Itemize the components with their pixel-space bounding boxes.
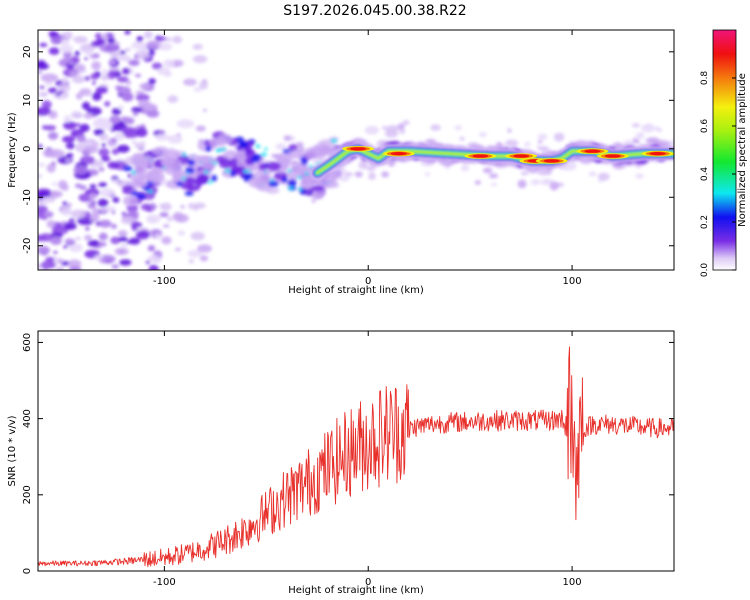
snr-ylabel: SNR (10 * v/v) bbox=[7, 415, 18, 486]
spectrogram-ylabel: Frequency (Hz) bbox=[7, 112, 18, 188]
colorbar-tick-label: 0.8 bbox=[700, 71, 710, 86]
ridge-peaks bbox=[342, 145, 674, 164]
colorbar-tick-label: 0.2 bbox=[700, 215, 710, 229]
spectral-peak bbox=[535, 158, 568, 164]
spectrogram-ytick-label: 20 bbox=[22, 45, 33, 58]
spectrogram-xtick-label: -100 bbox=[153, 276, 176, 287]
colorbar-tick-label: 0.0 bbox=[700, 263, 710, 278]
snr-panel: -100 0 100 0 200 400 600 Height of straight li… bbox=[7, 330, 675, 596]
snr-xtick-label: -100 bbox=[153, 577, 176, 588]
spectrogram-xlabel: Height of straight line (km) bbox=[288, 285, 424, 296]
spectrogram-frame bbox=[37, 29, 675, 271]
snr-ytick-label: 600 bbox=[22, 333, 33, 352]
snr-xlabel: Height of straight line (km) bbox=[288, 585, 424, 596]
spectrogram-ytick-label: 0 bbox=[22, 146, 33, 152]
colorbar-gradient bbox=[712, 29, 737, 271]
snr-frame bbox=[37, 330, 675, 572]
colorbar: 0.0 0.2 0.4 0.6 0.8 Normalized spectral ampl… bbox=[700, 29, 748, 278]
spectrogram-xtick-label: 0 bbox=[365, 276, 371, 287]
spectrogram-ytick-label: -10 bbox=[22, 189, 33, 205]
chart-title: S197.2026.045.00.38.R22 bbox=[283, 3, 467, 19]
spectral-peak bbox=[576, 148, 609, 155]
snr-xtick-label: 0 bbox=[365, 577, 371, 588]
spectrogram-image bbox=[38, 30, 674, 270]
spectral-peak bbox=[641, 150, 674, 157]
snr-ytick-label: 200 bbox=[22, 485, 33, 504]
spectral-peak bbox=[464, 153, 497, 159]
spectral-peak bbox=[596, 153, 629, 159]
spectral-peak bbox=[505, 153, 538, 159]
colorbar-tick-label: 0.4 bbox=[700, 167, 710, 182]
snr-xtick-label: 100 bbox=[563, 577, 582, 588]
snr-ytick-label: 0 bbox=[22, 568, 33, 574]
snr-ytick-label: 400 bbox=[22, 409, 33, 428]
colorbar-label: Normalized spectral amplitude bbox=[737, 73, 748, 227]
spectral-peak bbox=[342, 145, 375, 152]
spectral-peak bbox=[382, 150, 415, 157]
spectrogram-ytick-label: 10 bbox=[22, 94, 33, 107]
spectrogram-xtick-label: 100 bbox=[563, 276, 582, 287]
snr-series-line bbox=[38, 346, 674, 568]
colorbar-tick-label: 0.6 bbox=[700, 119, 710, 134]
spectrogram-ytick-label: -20 bbox=[22, 238, 33, 254]
